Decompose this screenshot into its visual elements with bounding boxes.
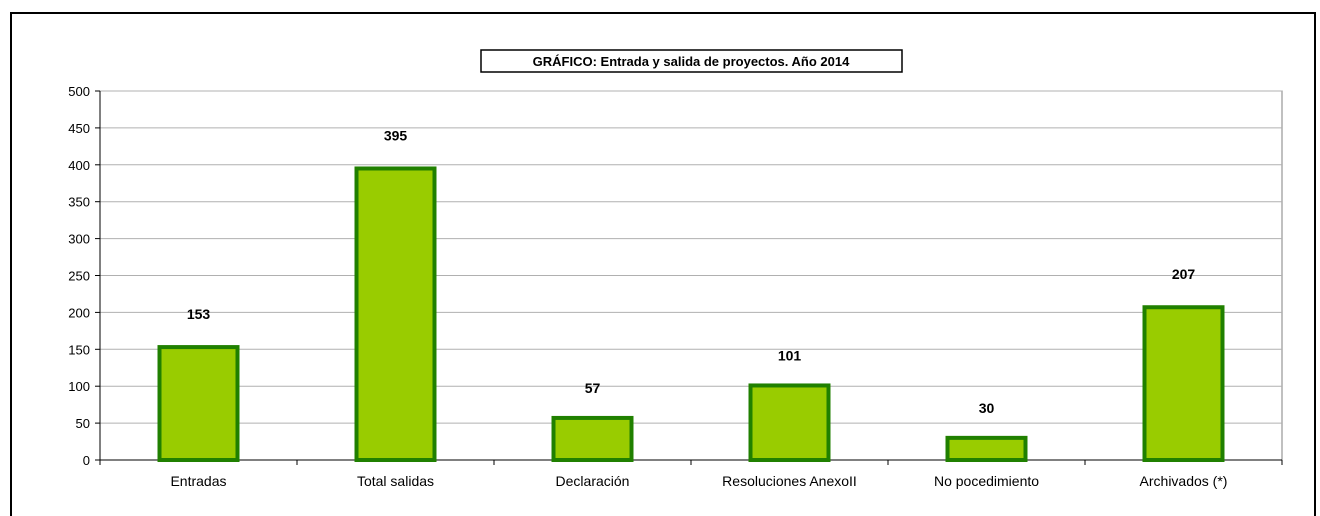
bar: [157, 345, 240, 462]
y-tick-label: 350: [68, 195, 90, 210]
y-tick-label: 150: [68, 342, 90, 357]
chart-frame: [10, 12, 1316, 516]
y-tick-label: 200: [68, 305, 90, 320]
category-label: No pocedimiento: [934, 473, 1039, 489]
category-label: Resoluciones AnexoII: [722, 473, 857, 489]
y-tick-label: 450: [68, 121, 90, 136]
category-label: Entradas: [170, 473, 226, 489]
category-label: Archivados (*): [1140, 473, 1228, 489]
category-label: Declaración: [556, 473, 630, 489]
y-tick-label: 0: [83, 453, 90, 468]
data-label: 395: [384, 127, 408, 143]
data-label: 153: [187, 306, 211, 322]
chart-title: GRÁFICO: Entrada y salida de proyectos. …: [533, 54, 850, 69]
data-label: 57: [585, 380, 601, 396]
chart-title-box: GRÁFICO: Entrada y salida de proyectos. …: [480, 49, 903, 73]
bar: [748, 383, 831, 463]
bar: [354, 166, 437, 463]
bar: [551, 415, 634, 462]
bar: [945, 435, 1028, 462]
plot-area: 0 50 100 150 200 250 300 350 400 450 500 153 Entrada…: [68, 84, 1283, 489]
y-tick-label: 400: [68, 158, 90, 173]
data-label: 207: [1172, 266, 1196, 282]
y-tick-label: 300: [68, 232, 90, 247]
y-tick-label: 250: [68, 269, 90, 284]
data-label: 30: [979, 400, 995, 416]
y-tick-label: 500: [68, 84, 90, 99]
chart-title-border: [480, 49, 903, 73]
category-label: Total salidas: [357, 473, 434, 489]
bar: [1142, 305, 1225, 463]
y-tick-label: 50: [76, 416, 90, 431]
data-label: 101: [778, 347, 802, 363]
y-tick-label: 100: [68, 379, 90, 394]
